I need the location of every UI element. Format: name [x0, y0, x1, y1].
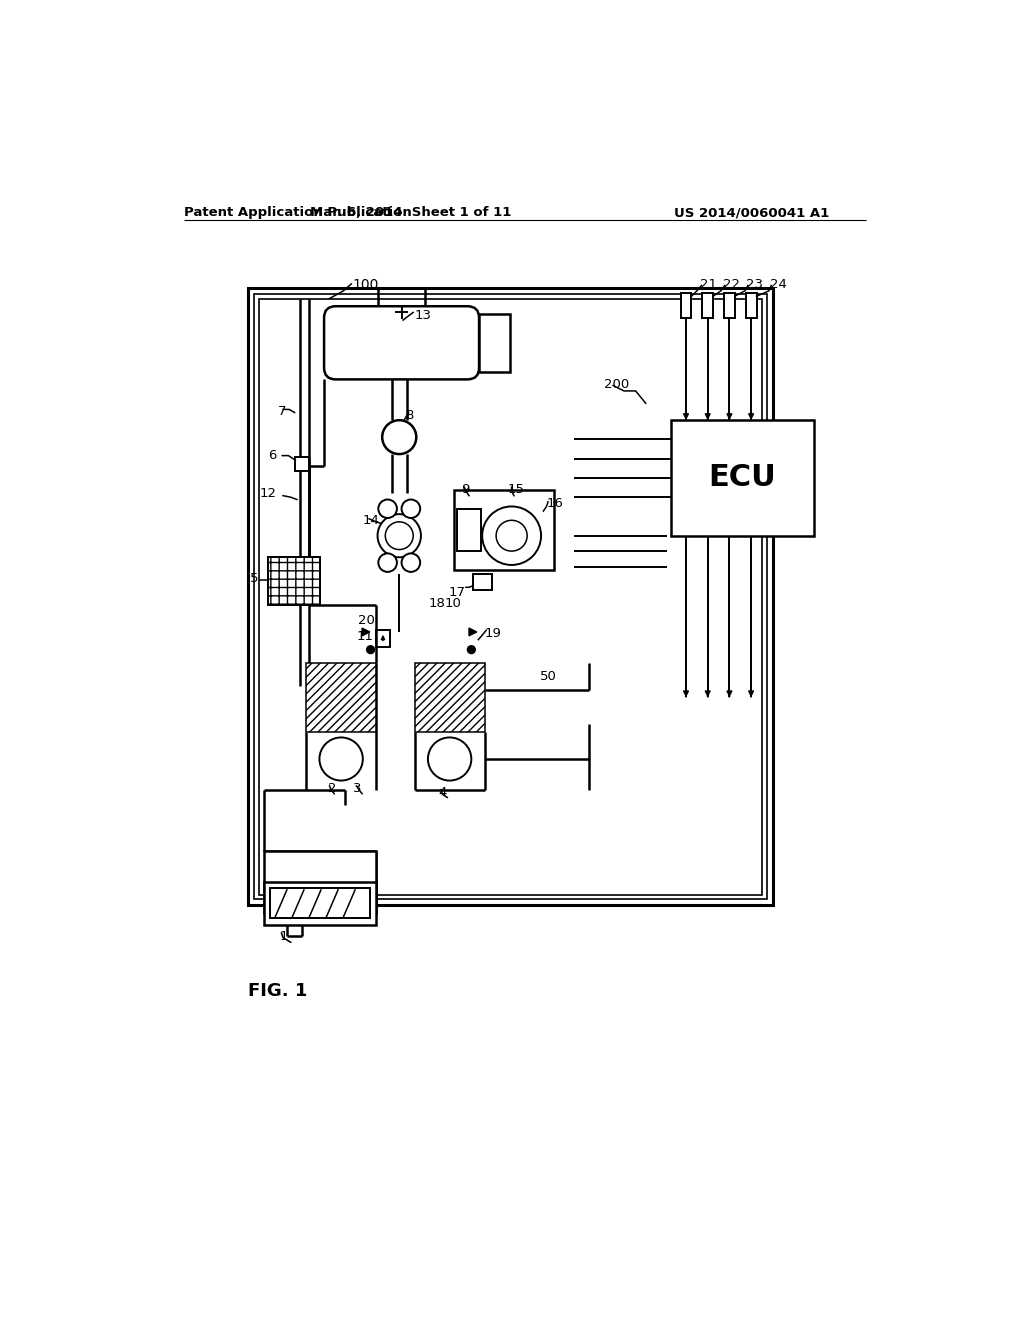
Text: 8: 8	[406, 409, 414, 421]
Text: 19: 19	[484, 627, 502, 640]
Bar	[263, 851, 376, 913]
Bar	[295, 457, 309, 471]
Bar	[454, 490, 554, 570]
Text: 3: 3	[352, 781, 361, 795]
Circle shape	[401, 499, 420, 517]
Text: 24: 24	[770, 277, 786, 290]
Bar	[702, 293, 713, 318]
Bar	[473, 574, 493, 590]
Text: 11: 11	[356, 630, 374, 643]
Circle shape	[496, 520, 527, 552]
Text: 14: 14	[362, 515, 380, 527]
Bar	[671, 420, 814, 536]
Circle shape	[401, 553, 420, 572]
Text: ECU: ECU	[708, 463, 775, 492]
Text: 12: 12	[260, 487, 276, 500]
Text: 50: 50	[541, 671, 557, 684]
Circle shape	[319, 738, 362, 780]
Text: Mar. 6, 2014  Sheet 1 of 11: Mar. 6, 2014 Sheet 1 of 11	[310, 206, 512, 219]
Text: 13: 13	[415, 309, 432, 322]
Bar	[745, 293, 757, 318]
Bar	[248, 288, 773, 906]
Bar	[259, 298, 762, 895]
Text: 15: 15	[508, 483, 524, 496]
Bar	[479, 314, 510, 372]
Text: 7: 7	[278, 405, 286, 418]
Text: 4: 4	[438, 785, 446, 799]
Bar	[270, 888, 370, 919]
Bar	[267, 557, 321, 605]
Circle shape	[482, 507, 541, 565]
Polygon shape	[362, 628, 370, 636]
Circle shape	[378, 553, 397, 572]
Text: 22: 22	[723, 277, 740, 290]
Text: 100: 100	[352, 277, 379, 292]
Text: 10: 10	[444, 597, 461, 610]
Bar	[267, 557, 321, 605]
Circle shape	[467, 645, 475, 653]
Text: FIG. 1: FIG. 1	[248, 982, 307, 1001]
Text: 6: 6	[268, 449, 276, 462]
Polygon shape	[469, 628, 477, 636]
Text: 200: 200	[604, 378, 629, 391]
Text: 2: 2	[328, 781, 337, 795]
Text: 20: 20	[357, 614, 375, 627]
Text: US 2014/0060041 A1: US 2014/0060041 A1	[675, 206, 829, 219]
Bar	[306, 663, 376, 733]
Bar	[681, 293, 691, 318]
Text: 5: 5	[250, 572, 258, 585]
Bar	[376, 630, 390, 647]
Circle shape	[382, 420, 417, 454]
Bar	[372, 498, 426, 574]
Text: 23: 23	[746, 277, 764, 290]
Bar	[415, 663, 484, 733]
Text: Patent Application Publication: Patent Application Publication	[183, 206, 412, 219]
Bar	[724, 293, 735, 318]
Text: 9: 9	[461, 483, 470, 496]
Bar	[263, 882, 376, 924]
Circle shape	[378, 515, 421, 557]
Text: 1: 1	[280, 929, 288, 942]
Bar	[458, 508, 480, 552]
Circle shape	[385, 521, 414, 549]
Bar	[254, 294, 767, 899]
Text: 18: 18	[429, 597, 445, 610]
Text: 21: 21	[700, 277, 717, 290]
Text: 16: 16	[547, 498, 563, 511]
Circle shape	[428, 738, 471, 780]
FancyBboxPatch shape	[324, 306, 479, 379]
Circle shape	[378, 499, 397, 517]
Circle shape	[367, 645, 375, 653]
Text: 17: 17	[449, 586, 465, 599]
